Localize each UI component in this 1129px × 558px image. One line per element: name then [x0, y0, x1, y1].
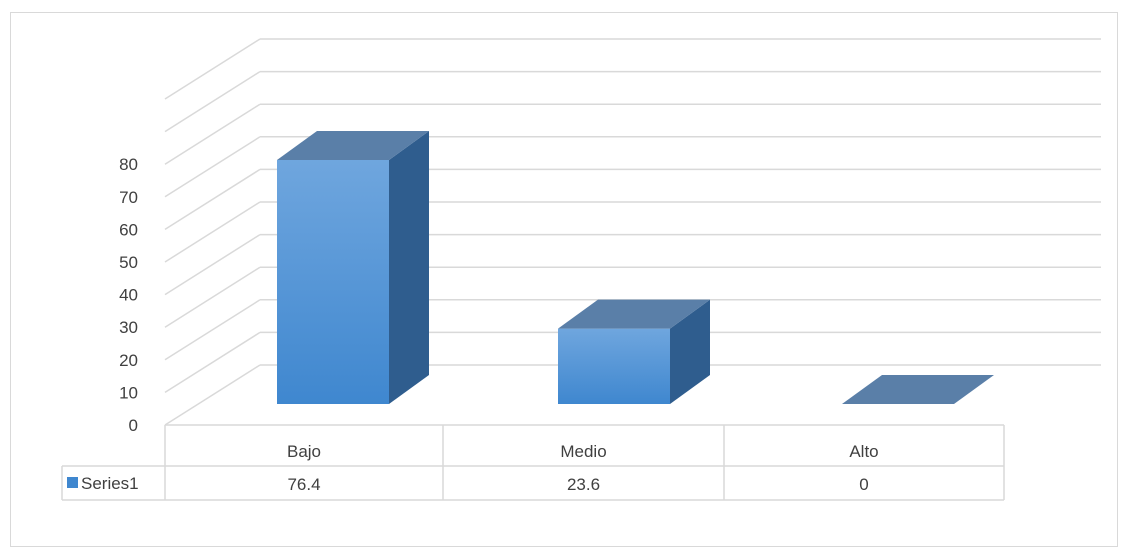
category-label-bajo: Bajo [287, 442, 321, 461]
y-tick-label: 0 [129, 416, 138, 435]
bar-bajo [277, 131, 429, 404]
bar-top [277, 131, 429, 160]
category-label-medio: Medio [560, 442, 606, 461]
category-label-alto: Alto [849, 442, 878, 461]
bar-medio [558, 299, 710, 404]
gridline-side [164, 103, 261, 165]
y-tick-label: 10 [119, 383, 138, 402]
gridline-side [164, 168, 261, 231]
gridline-side [164, 201, 261, 263]
table-value-bajo: 76.4 [287, 475, 320, 494]
gridline-side [164, 70, 261, 133]
gridline-side [164, 299, 261, 361]
y-tick-label: 60 [119, 220, 138, 239]
gridline-side [164, 266, 261, 328]
y-tick-label: 80 [119, 155, 138, 174]
bars [277, 131, 994, 404]
y-tick-label: 30 [119, 318, 138, 337]
y-tick-label: 50 [119, 253, 138, 272]
data-table: Bajo 76.4 Medio 23.6 Alto 0 Series1 [61, 425, 1005, 501]
bar-top [842, 375, 994, 404]
bar-side [389, 131, 429, 404]
y-tick-label: 40 [119, 286, 138, 305]
legend-swatch [67, 477, 78, 488]
gridline-side [164, 331, 261, 394]
gridline-side [164, 38, 261, 100]
bar-side [670, 299, 710, 404]
value-axis: 0 10 20 30 40 50 60 70 80 [119, 155, 138, 435]
table-value-medio: 23.6 [567, 475, 600, 494]
gridline-side [164, 136, 261, 198]
bar-top [558, 299, 710, 329]
floor-side-line [164, 364, 261, 426]
legend-series-name: Series1 [81, 474, 139, 493]
y-tick-label: 20 [119, 351, 138, 370]
bar-front [558, 328, 670, 404]
bar-alto [842, 375, 994, 404]
chart-frame [10, 12, 1118, 547]
bar-front [277, 160, 389, 404]
y-tick-label: 70 [119, 188, 138, 207]
gridline-side [164, 233, 261, 296]
table-value-alto: 0 [859, 475, 868, 494]
